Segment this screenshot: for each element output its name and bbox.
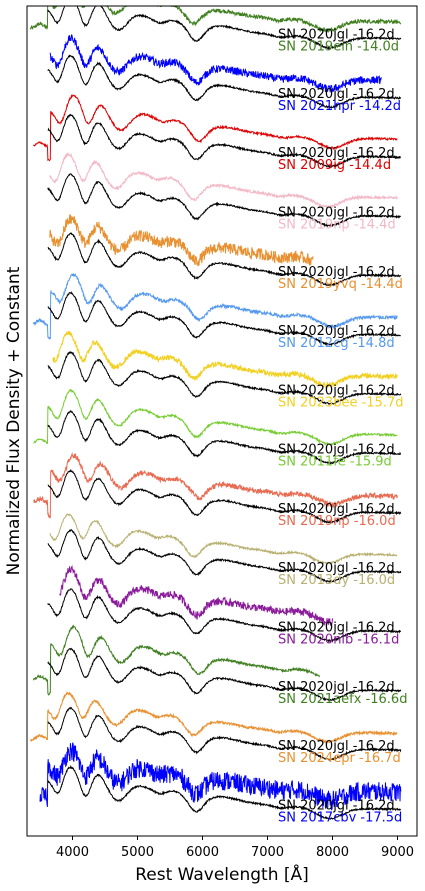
spectrum-pair: [47, 513, 402, 584]
spectrum-pair: [47, 330, 402, 406]
comparison-spectrum-line: [59, 564, 333, 627]
x-tick-label: 6000: [186, 845, 219, 860]
reference-spectrum-line: [47, 409, 402, 465]
reference-spectrum-line: [47, 291, 401, 347]
reference-label: SN 2020jgl -16.2d: [278, 383, 395, 398]
spectrum-pair: [29, 6, 402, 50]
x-tick-label: 4000: [56, 845, 89, 860]
comparison-label: SN 2017cbv -17.5d: [278, 810, 402, 825]
comparison-spectrum-line: [52, 330, 398, 389]
reference-spectrum-line: [47, 764, 402, 820]
series-layer: [29, 6, 402, 820]
comparison-spectrum-line: [33, 272, 398, 340]
comparison-label: SN 2019np -14.4d: [278, 217, 396, 232]
spectrum-pair: [33, 388, 402, 465]
reference-label: SN 2020jgl -16.2d: [278, 146, 395, 161]
reference-spectrum-line: [47, 468, 402, 525]
x-axis: 4000 5000 6000 7000 8000 9000: [56, 836, 414, 860]
spectrum-pair: [33, 93, 402, 169]
reference-label: SN 2020jgl -16.2d: [278, 798, 395, 813]
spectrum-pair: [47, 213, 402, 287]
spectrum-pair: [47, 34, 402, 109]
reference-spectrum-line: [47, 647, 402, 702]
reference-label: SN 2020jgl -16.2d: [278, 680, 395, 695]
comparison-spectrum-line: [49, 213, 314, 267]
comparison-label: SN 2013dy -16.0d: [278, 573, 395, 588]
reference-label: SN 2020jgl -16.2d: [278, 265, 395, 280]
reference-spectrum-line: [47, 113, 402, 169]
x-tick-label: 8000: [316, 845, 349, 860]
comparison-label: SN 2009ig -14.4d: [278, 158, 391, 173]
reference-label: SN 2020jgl -16.2d: [278, 205, 395, 220]
comparison-label: SN 2019yvq -14.4d: [278, 277, 403, 292]
reference-spectrum-line: [47, 173, 402, 228]
comparison-spectrum-line: [39, 742, 402, 811]
reference-label: SN 2020jgl -16.2d: [278, 561, 395, 576]
reference-spectrum-line: [47, 6, 402, 50]
plot-frame: [26, 5, 418, 837]
reference-label: SN 2020jgl -16.2d: [278, 28, 395, 43]
reference-label: SN 2020jgl -16.2d: [278, 502, 395, 517]
y-axis-label: Normalized Flux Density + Constant: [4, 266, 24, 575]
comparison-spectrum-line: [49, 513, 398, 565]
comparison-label: SN 2012cg -14.8d: [278, 336, 395, 351]
x-axis-label: Rest Wavelength [Å]: [135, 863, 309, 885]
spectrum-pair: [39, 742, 402, 820]
spectrum-pair: [33, 451, 402, 525]
reference-spectrum-line: [47, 706, 402, 761]
reference-label: SN 2020jgl -16.2d: [278, 620, 395, 635]
comparison-spectrum-line: [49, 151, 398, 209]
spectrum-pair: [30, 691, 402, 761]
x-tick-label: 9000: [381, 845, 414, 860]
spectrum-pair: [33, 272, 401, 347]
reference-label: SN 2020jgl -16.2d: [278, 87, 395, 102]
reference-label: SN 2020jgl -16.2d: [278, 324, 395, 339]
spectrum-pair: [47, 564, 402, 643]
comparison-label: SN 2021aefx -16.6d: [278, 692, 407, 707]
reference-spectrum-line: [47, 232, 402, 287]
comparison-spectrum-line: [33, 451, 398, 519]
comparison-spectrum-line: [29, 6, 402, 33]
comparison-label: SN 2023bee -15.7d: [278, 395, 403, 410]
comparison-spectrum-line: [33, 624, 320, 696]
comparison-label: SN 2019ein -14.0d: [278, 40, 399, 55]
reference-spectrum-line: [47, 351, 402, 406]
comparison-spectrum-line: [30, 691, 398, 744]
comparison-spectrum-line: [33, 388, 398, 446]
spectrum-pair: [47, 151, 402, 228]
comparison-spectrum-line: [49, 34, 382, 93]
comparison-label: SN 2024epr -16.7d: [278, 751, 401, 766]
x-tick-label: 5000: [121, 845, 154, 860]
comparison-label: SN 2011fe -15.9d: [278, 455, 392, 470]
comparison-label: SN 2019np -16.0d: [278, 514, 396, 529]
reference-label: SN 2020jgl -16.2d: [278, 739, 395, 754]
reference-label: SN 2020jgl -16.2d: [278, 443, 395, 458]
comparison-label: SN 2021hpr -14.2d: [278, 99, 401, 114]
reference-spectrum-line: [47, 588, 402, 643]
comparison-spectrum-line: [33, 93, 398, 162]
reference-spectrum-line: [47, 528, 402, 584]
spectrum-pair: [33, 624, 402, 702]
comparison-label: SN 2020nlb -16.1d: [278, 632, 399, 647]
reference-spectrum-line: [47, 54, 402, 109]
x-tick-label: 7000: [251, 845, 284, 860]
